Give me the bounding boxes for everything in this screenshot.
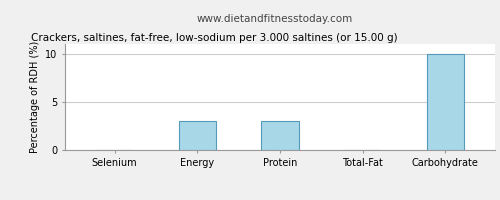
Text: Crackers, saltines, fat-free, low-sodium per 3.000 saltines (or 15.00 g): Crackers, saltines, fat-free, low-sodium… [30, 33, 397, 43]
Bar [262, 121, 298, 150]
Y-axis label: Percentage of RDH (%): Percentage of RDH (%) [30, 41, 40, 153]
Bar [427, 54, 464, 150]
Bar [178, 121, 216, 150]
Text: www.dietandfitnesstoday.com: www.dietandfitnesstoday.com [197, 14, 353, 24]
